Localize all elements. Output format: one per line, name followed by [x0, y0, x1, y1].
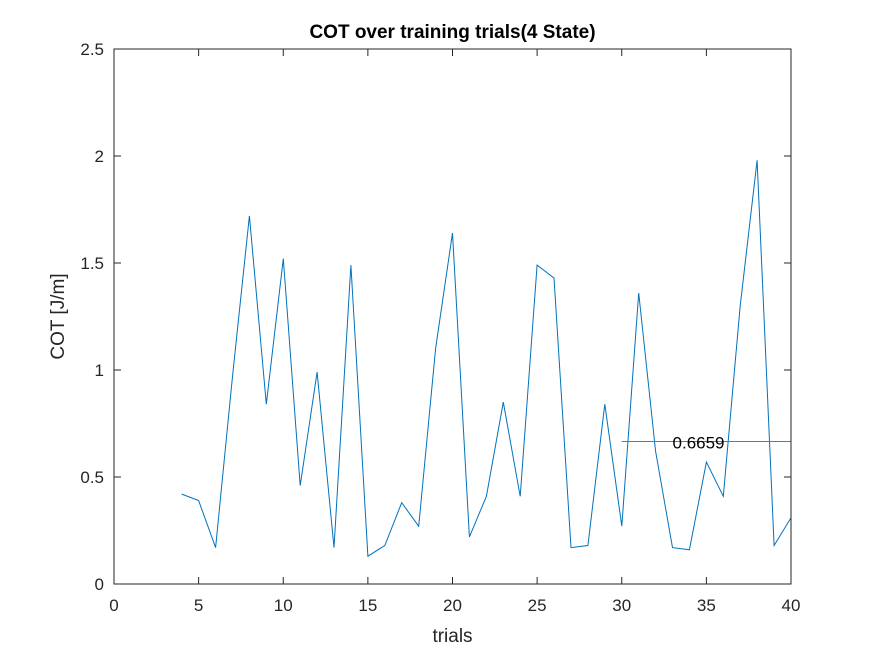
x-tick-label: 25 — [528, 596, 547, 615]
cot-series-line — [181, 160, 792, 558]
y-tick-label: 0.5 — [80, 468, 104, 487]
y-tick-label: 1.5 — [80, 254, 104, 273]
x-axis-label: trials — [432, 626, 472, 647]
x-tick-label: 10 — [274, 596, 293, 615]
chart-title: COT over training trials(4 State) — [309, 22, 595, 43]
y-axis-ticks: 0 0.5 1 1.5 2 2.5 — [80, 40, 791, 594]
x-tick-label: 20 — [443, 596, 462, 615]
annotations: 0.6659 — [673, 433, 725, 452]
x-tick-label: 40 — [782, 596, 801, 615]
x-tick-label: 15 — [358, 596, 377, 615]
y-tick-label: 0 — [95, 575, 104, 594]
y-axis-label: COT [J/m] — [48, 273, 69, 359]
x-axis-ticks: 0 5 10 15 20 25 30 35 40 — [109, 49, 800, 615]
plot-area — [114, 49, 791, 584]
x-tick-label: 0 — [109, 596, 118, 615]
y-tick-label: 2 — [95, 147, 104, 166]
mean-value-annotation: 0.6659 — [673, 433, 725, 452]
y-tick-label: 2.5 — [80, 40, 104, 59]
x-tick-label: 35 — [697, 596, 716, 615]
x-tick-label: 5 — [194, 596, 203, 615]
x-tick-label: 30 — [612, 596, 631, 615]
series-layer — [181, 160, 792, 558]
y-tick-label: 1 — [95, 361, 104, 380]
